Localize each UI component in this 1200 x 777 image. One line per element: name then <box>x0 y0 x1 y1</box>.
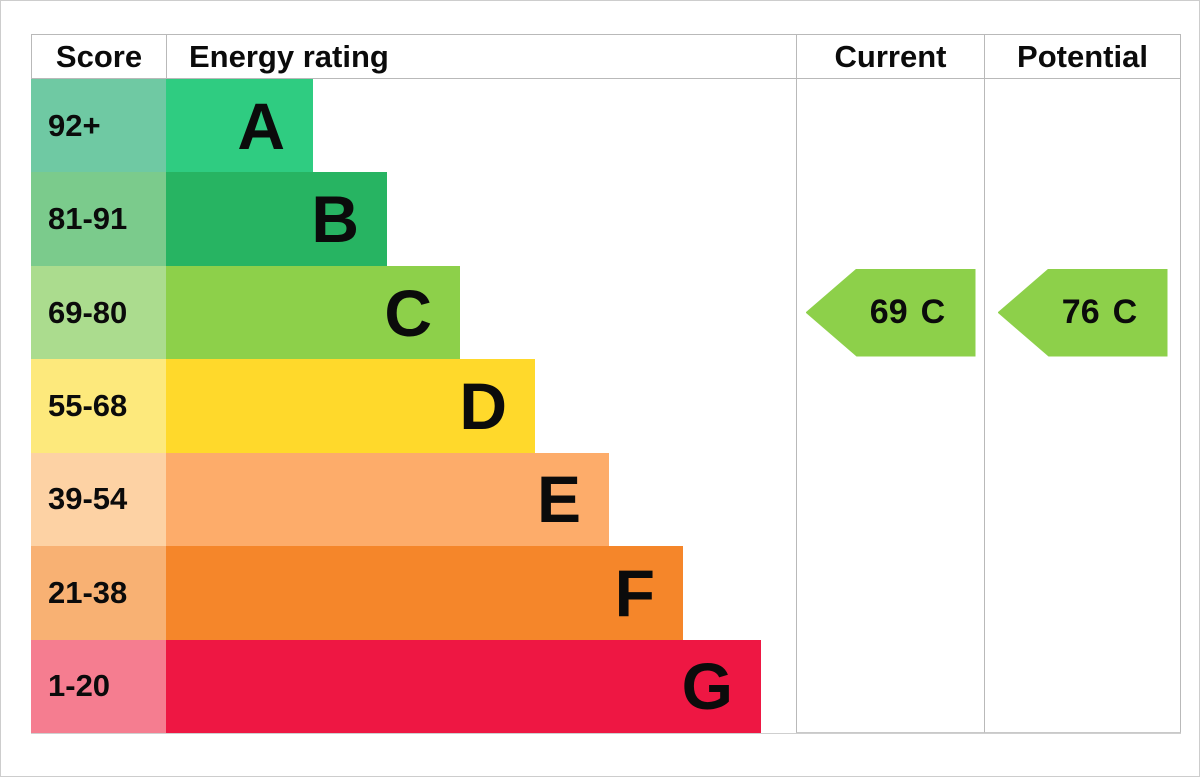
table-bottom-border <box>31 733 1181 734</box>
band-bar-b: B <box>166 172 387 266</box>
potential-rating-arrow: 76 C <box>997 268 1168 357</box>
band-bar-e: E <box>166 452 609 547</box>
bar-track-b: B <box>166 172 796 266</box>
band-bar-d: D <box>166 359 535 453</box>
band-bar-f: F <box>166 546 683 640</box>
current-rating-arrow: 69 C <box>805 268 976 357</box>
score-range-e: 39-54 <box>31 452 166 547</box>
score-range-b: 81-91 <box>31 172 166 266</box>
bar-track-e: E <box>166 452 796 547</box>
potential-column: 76 C <box>984 79 1181 733</box>
band-bar-a: A <box>166 79 313 173</box>
current-band-letter: C <box>920 293 946 332</box>
header-current: Current <box>796 34 984 79</box>
header-energy-rating: Energy rating <box>166 34 796 79</box>
header-score: Score <box>31 34 166 79</box>
band-bar-g: G <box>166 639 761 733</box>
score-range-f: 21-38 <box>31 546 166 640</box>
score-range-g: 1-20 <box>31 639 166 733</box>
bar-track-f: F <box>166 546 796 640</box>
potential-band-letter: C <box>1112 293 1138 332</box>
band-bar-c: C <box>166 265 460 360</box>
bar-track-d: D <box>166 359 796 453</box>
bar-track-a: A <box>166 79 796 173</box>
score-range-c: 69-80 <box>31 265 166 360</box>
potential-score-value: 76 <box>1061 293 1100 332</box>
epc-table: Score Energy rating Current Potential 92… <box>31 34 1181 733</box>
score-range-a: 92+ <box>31 79 166 173</box>
bar-track-g: G <box>166 639 796 733</box>
bar-track-c: C <box>166 265 796 360</box>
current-column: 69 C <box>796 79 984 733</box>
header-potential: Potential <box>984 34 1181 79</box>
current-score-value: 69 <box>869 293 908 332</box>
score-range-d: 55-68 <box>31 359 166 453</box>
